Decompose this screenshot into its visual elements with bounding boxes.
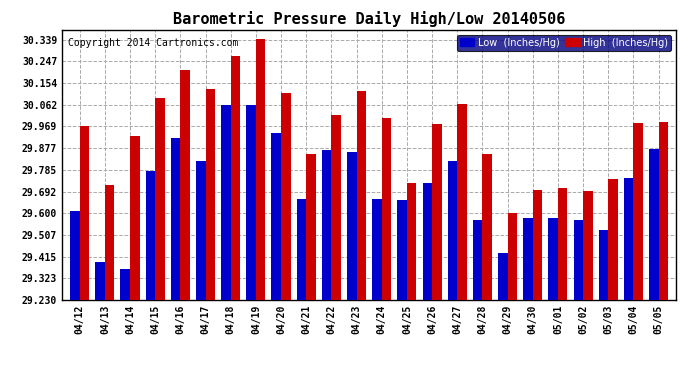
Bar (322, 150, 331, 300)
Bar (633, 123, 643, 300)
Bar (297, 199, 306, 300)
Bar (357, 91, 366, 300)
Bar (171, 138, 180, 300)
Bar (271, 133, 281, 300)
Bar (583, 191, 593, 300)
Bar (508, 213, 517, 300)
Bar (523, 218, 533, 300)
Bar (382, 118, 391, 300)
Bar (432, 124, 442, 300)
Bar (256, 39, 266, 300)
Bar (331, 114, 341, 300)
Bar (246, 105, 256, 300)
Bar (146, 171, 155, 300)
Bar (347, 152, 357, 300)
Bar (448, 162, 457, 300)
Text: Copyright 2014 Cartronics.com: Copyright 2014 Cartronics.com (68, 38, 239, 48)
Bar (155, 98, 165, 300)
Bar (397, 200, 407, 300)
Bar (180, 70, 190, 300)
Bar (649, 148, 658, 300)
Bar (407, 183, 417, 300)
Bar (599, 230, 609, 300)
Bar (482, 154, 492, 300)
Bar (609, 179, 618, 300)
Bar (549, 218, 558, 300)
Bar (95, 262, 105, 300)
Bar (206, 89, 215, 300)
Bar (573, 220, 583, 300)
Bar (658, 122, 668, 300)
Legend: Low  (Inches/Hg), High  (Inches/Hg): Low (Inches/Hg), High (Inches/Hg) (457, 35, 671, 51)
Bar (422, 183, 432, 300)
Bar (281, 93, 290, 300)
Bar (457, 104, 467, 300)
Bar (105, 185, 115, 300)
Bar (558, 189, 567, 300)
Bar (624, 178, 633, 300)
Bar (306, 154, 316, 300)
Bar (230, 56, 240, 300)
Bar (533, 190, 542, 300)
Bar (473, 220, 482, 300)
Bar (221, 105, 230, 300)
Bar (130, 136, 139, 300)
Bar (70, 211, 80, 300)
Bar (372, 199, 382, 300)
Bar (80, 126, 89, 300)
Bar (196, 162, 206, 300)
Bar (121, 270, 130, 300)
Bar (498, 253, 508, 300)
Title: Barometric Pressure Daily High/Low 20140506: Barometric Pressure Daily High/Low 20140… (173, 12, 565, 27)
